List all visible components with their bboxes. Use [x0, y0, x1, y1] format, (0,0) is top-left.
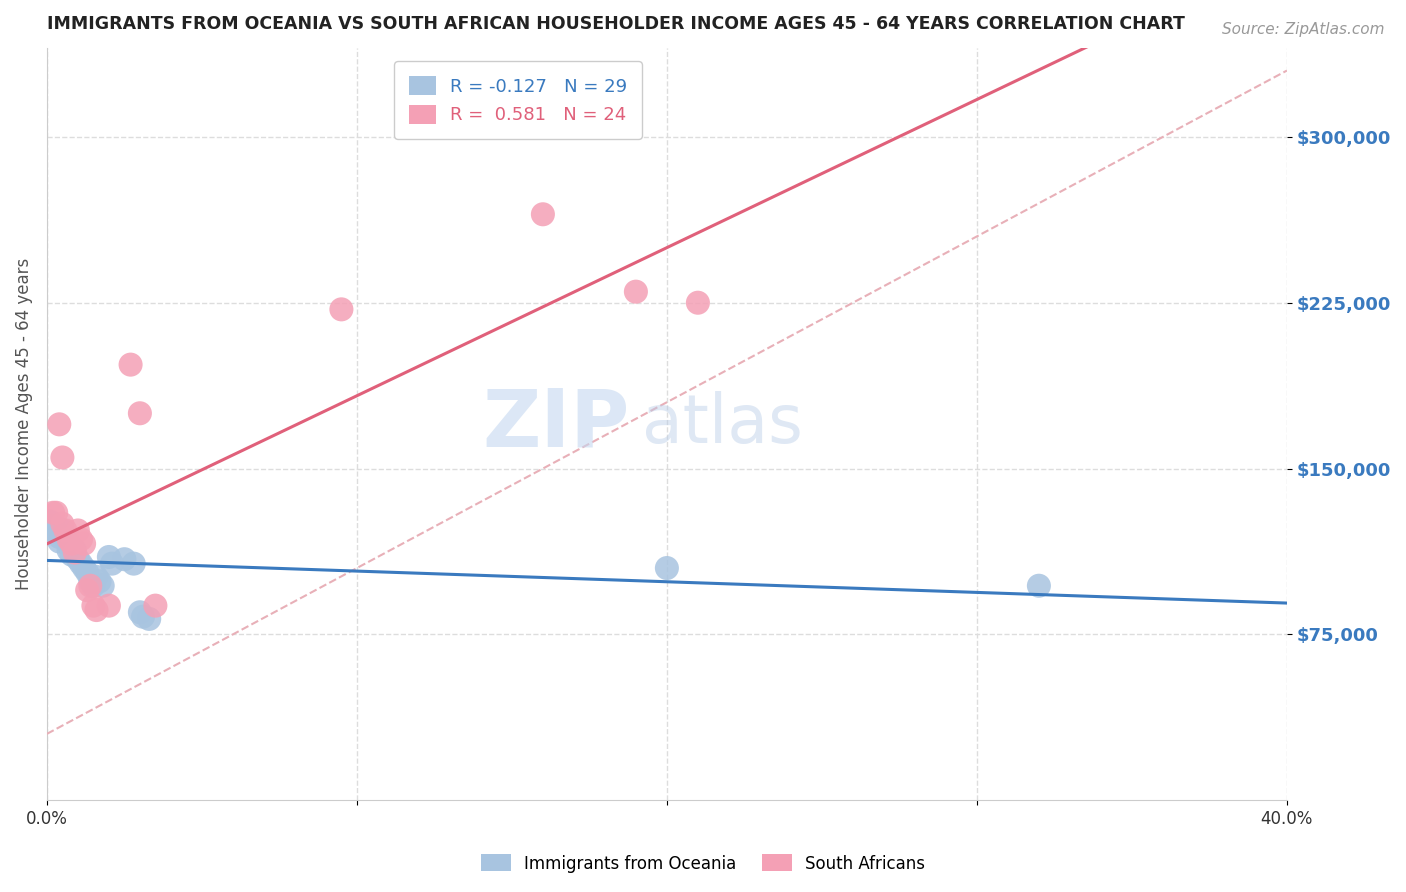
Point [51, 516, 73, 531]
Point [122, 557, 145, 571]
Point [86, 603, 108, 617]
Point [51, 450, 73, 465]
Point [138, 612, 160, 626]
Point [686, 295, 709, 310]
Point [70, 533, 93, 547]
Point [66, 552, 89, 566]
Point [330, 302, 353, 317]
Point [51, 524, 73, 538]
Y-axis label: Householder Income Ages 45 - 64 years: Householder Income Ages 45 - 64 years [15, 258, 32, 591]
Point [76, 583, 98, 598]
Point [145, 599, 167, 613]
Point [58, 537, 80, 551]
Point [112, 552, 135, 566]
Point [132, 609, 155, 624]
Point [128, 605, 150, 619]
Point [89, 574, 111, 589]
Legend: Immigrants from Oceania, South Africans: Immigrants from Oceania, South Africans [474, 847, 932, 880]
Legend: R = -0.127   N = 29, R =  0.581   N = 24: R = -0.127 N = 29, R = 0.581 N = 24 [394, 62, 643, 139]
Text: Source: ZipAtlas.com: Source: ZipAtlas.com [1222, 22, 1385, 37]
Point [73, 561, 96, 575]
Point [58, 533, 80, 547]
Point [128, 406, 150, 420]
Point [86, 570, 108, 584]
Point [1028, 579, 1050, 593]
Point [82, 579, 104, 593]
Point [60, 537, 83, 551]
Point [48, 417, 70, 432]
Point [48, 530, 70, 544]
Point [48, 534, 70, 549]
Point [66, 524, 89, 538]
Point [63, 545, 86, 559]
Point [55, 533, 77, 547]
Point [39, 515, 62, 529]
Point [73, 537, 96, 551]
Text: IMMIGRANTS FROM OCEANIA VS SOUTH AFRICAN HOUSEHOLDER INCOME AGES 45 - 64 YEARS C: IMMIGRANTS FROM OCEANIA VS SOUTH AFRICAN… [46, 15, 1185, 33]
Point [42, 506, 65, 520]
Point [82, 599, 104, 613]
Point [70, 557, 93, 571]
Point [42, 519, 65, 533]
Point [624, 285, 647, 299]
Point [101, 557, 124, 571]
Point [45, 525, 67, 540]
Point [79, 574, 101, 589]
Point [55, 524, 77, 538]
Point [97, 549, 120, 564]
Point [58, 543, 80, 558]
Point [531, 207, 554, 221]
Point [79, 579, 101, 593]
Point [60, 548, 83, 562]
Point [97, 599, 120, 613]
Point [45, 506, 67, 520]
Point [76, 566, 98, 580]
Point [63, 543, 86, 558]
Point [91, 579, 114, 593]
Text: atlas: atlas [643, 392, 803, 458]
Point [120, 358, 142, 372]
Text: ZIP: ZIP [482, 385, 630, 463]
Point [655, 561, 678, 575]
